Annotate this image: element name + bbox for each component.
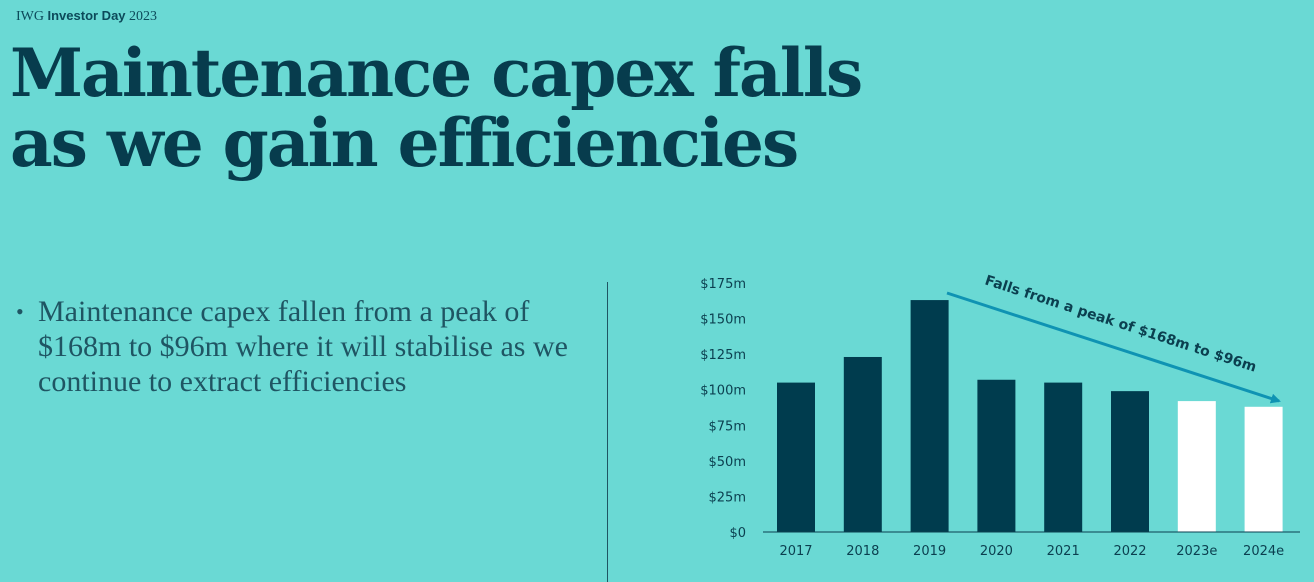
x-tick-label: 2019	[913, 544, 946, 559]
bullet-point: • Maintenance capex fallen from a peak o…	[16, 294, 596, 399]
y-tick-label: $100m	[700, 384, 746, 399]
bar-2023e	[1177, 401, 1216, 532]
bar-2019	[910, 300, 949, 532]
header: IWG Investor Day 2023	[16, 8, 157, 25]
y-tick-label: $75m	[709, 419, 746, 434]
event-name: Investor Day	[47, 8, 126, 23]
axis-layer: $0 $25m $50m $75m $100m $125m $150m $175m 2017 20…	[700, 277, 1300, 559]
y-tick-label: $25m	[709, 490, 746, 505]
page-title: Maintenance capex falls as we gain effic…	[10, 38, 863, 178]
trend-arrow-icon	[946, 291, 1281, 404]
x-tick-label: 2022	[1113, 544, 1146, 559]
bar-2021	[1044, 382, 1083, 532]
x-tick-label: 2021	[1047, 544, 1080, 559]
y-tick-label: $150m	[700, 313, 746, 328]
x-tick-label: 2023e	[1176, 544, 1217, 559]
bar-2022	[1111, 391, 1149, 532]
brand-name: IWG	[16, 9, 44, 24]
x-tick-label: 2018	[846, 544, 879, 559]
bar-2024e	[1244, 406, 1283, 532]
y-tick-label: $0	[729, 526, 746, 541]
x-tick-label: 2017	[779, 544, 812, 559]
y-tick-label: $125m	[700, 348, 746, 363]
bullet-text: Maintenance capex fallen from a peak of …	[38, 295, 568, 398]
bullet-dot-icon: •	[16, 299, 24, 324]
bar-2017	[777, 382, 815, 532]
x-tick-label: 2024e	[1243, 544, 1284, 559]
chart-annotation: Falls from a peak of $168m to $96m	[983, 273, 1259, 376]
y-tick-label: $50m	[709, 455, 746, 470]
x-tick-label: 2020	[980, 544, 1013, 559]
bar-2020	[977, 379, 1016, 532]
bar-2018	[843, 356, 882, 532]
vertical-divider	[607, 282, 608, 582]
event-year: 2023	[129, 9, 158, 24]
title-line-1: Maintenance capex falls	[10, 34, 863, 112]
title-line-2: as we gain efficiencies	[10, 104, 799, 182]
y-tick-label: $175m	[700, 277, 746, 292]
bars-layer	[777, 300, 1283, 532]
